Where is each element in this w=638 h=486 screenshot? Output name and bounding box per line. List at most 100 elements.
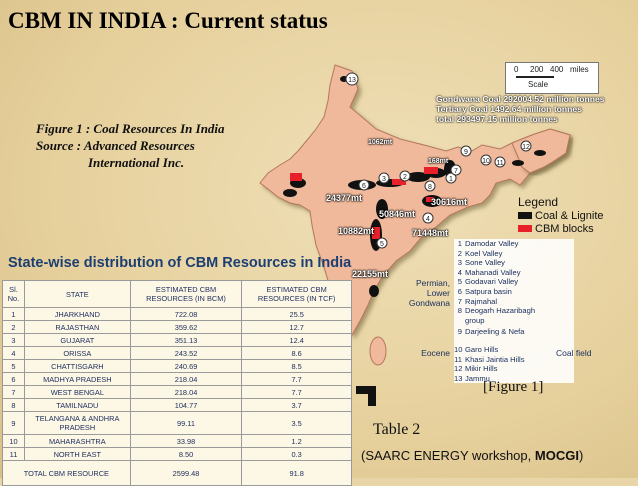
- slide-title: CBM IN INDIA : Current status: [8, 8, 328, 33]
- cbm-resources-table: Sl. No. STATE ESTIMATED CBM RESOURCES (I…: [2, 280, 352, 486]
- table-cell: 12.7: [241, 320, 352, 334]
- table-row: 1 JHARKHAND 722.08 25.5: [2, 307, 352, 321]
- key-text: 9: [457, 327, 462, 337]
- key-row-9: 9 Darjeeling & Nefa: [454, 327, 574, 337]
- table-cell: 7: [2, 385, 25, 399]
- key-text: Koel Valley: [465, 248, 503, 258]
- map-label-22155mt: 22155mt: [352, 269, 389, 279]
- total-tertiary: Tertiary Coal 1492.64 million tonnes: [436, 104, 582, 114]
- key-text: Godavari Valley: [465, 277, 519, 287]
- table-cell: 359.62: [129, 320, 243, 334]
- cbm-block-godavari: [372, 227, 380, 239]
- table-row: 4 ORISSA 243.52 8.6: [2, 346, 352, 360]
- key-text: Mahanadi Valley: [465, 267, 521, 277]
- key-row-7: 7 Rajmahal: [454, 297, 574, 307]
- figure-reference: [Figure 1]: [483, 379, 544, 395]
- coal-field-gujarat: [283, 189, 297, 197]
- key-text: Sone Valley: [465, 258, 505, 268]
- scale-label-200: 200: [530, 65, 544, 74]
- key-row-8: 8 Deogarh Hazaribagh group: [454, 306, 574, 325]
- table-cell: WEST BENGAL: [23, 385, 131, 399]
- table-cell: 10: [2, 434, 25, 448]
- table-cell: 8.5: [241, 359, 352, 373]
- coal-field-wardha: [376, 199, 388, 219]
- table-cell: 0.3: [241, 447, 352, 461]
- table-cell: 12.4: [241, 333, 352, 347]
- coal-field-tamilnadu: [369, 285, 379, 297]
- key-text: 8: [457, 306, 462, 316]
- total-tcf: 91.8: [241, 460, 352, 486]
- table-cell: 4: [2, 346, 25, 360]
- map-label-1062mt: 1062mt: [368, 139, 393, 146]
- scale-label-miles: miles: [570, 65, 589, 74]
- table-cell: 2: [2, 320, 25, 334]
- table-cell: 351.13: [129, 333, 243, 347]
- table-cell: 1.2: [241, 434, 352, 448]
- cbm-blocks: [290, 167, 438, 239]
- table-row: 6 MADHYA PRADESH 218.04 7.7: [2, 372, 352, 386]
- table-cell: GUJARAT: [23, 333, 131, 347]
- table-heading: State-wise distribution of CBM Resources…: [8, 255, 352, 271]
- cbm-block-mahanadi: [426, 197, 434, 202]
- table-cell: MAHARASHTRA: [23, 434, 131, 448]
- coal-field-koel: [406, 172, 430, 182]
- coal-field-jammu: [340, 76, 348, 82]
- table-cell: 8.50: [129, 447, 243, 461]
- group-coal-field: Coal field: [556, 348, 592, 358]
- table-cell: ORISSA: [23, 346, 131, 360]
- key-row-6: 6 Satpura basin: [454, 287, 574, 297]
- table-cell: 104.77: [129, 398, 243, 412]
- table-cell: 11: [2, 447, 25, 461]
- key-row-3: 3 Sone Valley: [454, 258, 574, 268]
- map-label-71448mt: 71448mt: [412, 228, 449, 238]
- legend-title: Legend: [518, 195, 559, 209]
- table-cell: TAMILNADU: [23, 398, 131, 412]
- key-text: 13: [454, 373, 463, 383]
- key-text: 12: [454, 364, 463, 374]
- key-text: 1: [457, 239, 462, 248]
- table-row: 8 TAMILNADU 104.77 3.7: [2, 398, 352, 412]
- key-row-4: 4 Mahanadi Valley: [454, 268, 574, 278]
- caption-line-1: Figure 1 : Coal Resources In India: [36, 121, 225, 136]
- legend-coal-label: Coal & Lignite: [535, 209, 604, 222]
- table-cell: NORTH EAST: [23, 447, 131, 461]
- table-cell: 33.98: [129, 434, 243, 448]
- source-suffix: ): [578, 448, 584, 463]
- source-prefix: (SAARC ENERGY workshop,: [361, 448, 535, 463]
- coal-swatch-icon: [518, 212, 532, 219]
- key-text: Deogarh Hazaribagh group: [465, 306, 536, 325]
- key-row-12: 12 Mikir Hills: [454, 364, 574, 374]
- table-cell: 3: [2, 333, 25, 347]
- key-text: Jammu: [465, 373, 490, 383]
- table-cell: 218.04: [129, 372, 243, 386]
- key-text: 4: [457, 267, 462, 277]
- table-cell: 3.5: [241, 411, 352, 435]
- table-cell: 8: [2, 398, 25, 412]
- key-row-1: 1 Damodar Valley: [454, 239, 574, 249]
- table-row: 5 CHATTISGARH 240.69 8.5: [2, 359, 352, 373]
- table-total-row: TOTAL CBM RESOURCE 2599.48 91.8: [2, 460, 352, 486]
- map-label-50846mt: 50846mt: [379, 209, 416, 219]
- group-eocene: Eocene: [421, 348, 450, 358]
- table-cell: 5: [2, 359, 25, 373]
- table-cell: 243.52: [129, 346, 243, 360]
- map-label-24377mt: 24377mt: [326, 193, 363, 203]
- scale-label-400: 400: [550, 65, 564, 74]
- key-text: 7: [457, 296, 462, 306]
- caption-line-2: Source : Advanced Resources: [36, 138, 195, 153]
- table-cell: RAJASTHAN: [23, 320, 131, 334]
- map-label-168mt: 168mt: [428, 158, 449, 165]
- table-row: 3 GUJARAT 351.13 12.4: [2, 333, 352, 347]
- legend-item-coal: Coal & Lignite: [518, 209, 604, 222]
- key-text: 3: [457, 258, 462, 268]
- cbm-block-rajasthan: [290, 173, 302, 181]
- cbm-swatch-icon: [518, 225, 532, 232]
- table-row: 9 TELANGANA & ANDHRA PRADESH 99.11 3.5: [2, 411, 352, 435]
- source-bold: MOCGI: [534, 448, 579, 463]
- caption-line-3: International Inc.: [88, 155, 185, 170]
- table-cell: 9: [2, 411, 25, 435]
- table-cell: 1: [2, 307, 25, 321]
- header-tcf: ESTIMATED CBM RESOURCES (IN TCF): [241, 280, 352, 308]
- table-cell: 7.7: [241, 372, 352, 386]
- table-header-row: Sl. No. STATE ESTIMATED CBM RESOURCES (I…: [2, 280, 352, 308]
